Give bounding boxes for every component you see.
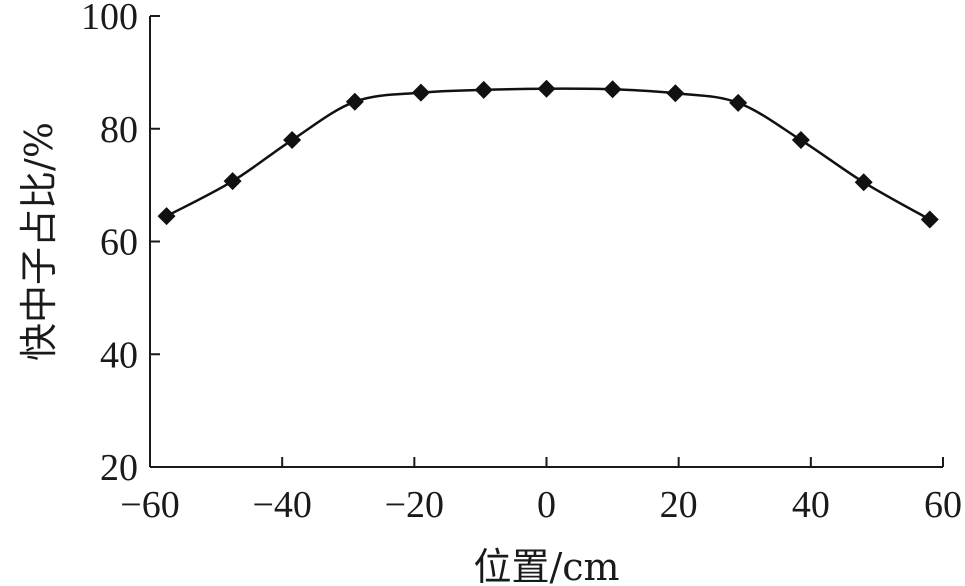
x-tick-label: 40 — [792, 484, 830, 526]
data-point-marker — [729, 93, 748, 112]
tick-marks — [149, 15, 944, 468]
x-tick-label: 60 — [924, 484, 962, 526]
x-tick-label: −40 — [252, 484, 311, 526]
data-point-marker — [854, 173, 873, 192]
y-tick-label: 80 — [100, 109, 138, 151]
data-point-marker — [474, 80, 493, 99]
data-point-marker — [603, 80, 622, 99]
data-point-marker — [537, 79, 556, 98]
series-line — [165, 87, 931, 221]
y-tick-label: 20 — [100, 447, 138, 489]
y-axis-title: 快中子占比/% — [17, 122, 61, 361]
data-point-marker — [345, 92, 364, 111]
y-tick-label: 40 — [100, 334, 138, 376]
x-tick-label: 20 — [660, 484, 698, 526]
data-point-marker — [411, 83, 430, 102]
data-point-marker — [791, 131, 810, 150]
data-point-marker — [223, 172, 242, 191]
data-point-marker — [283, 131, 302, 150]
data-point-marker — [920, 210, 939, 229]
data-point-marker — [157, 207, 176, 226]
y-tick-label: 100 — [81, 0, 138, 38]
x-axis-title: 位置/cm — [473, 545, 619, 586]
y-tick-label: 60 — [100, 222, 138, 264]
x-tick-label: −20 — [385, 484, 444, 526]
data-point-marker — [666, 84, 685, 103]
x-tick-label: −60 — [120, 484, 179, 526]
series-group — [157, 79, 939, 229]
x-tick-label: 0 — [537, 484, 556, 526]
tick-labels: 20 40 60 80 100 −60 −40 −20 0 20 40 60 — [81, 0, 962, 526]
